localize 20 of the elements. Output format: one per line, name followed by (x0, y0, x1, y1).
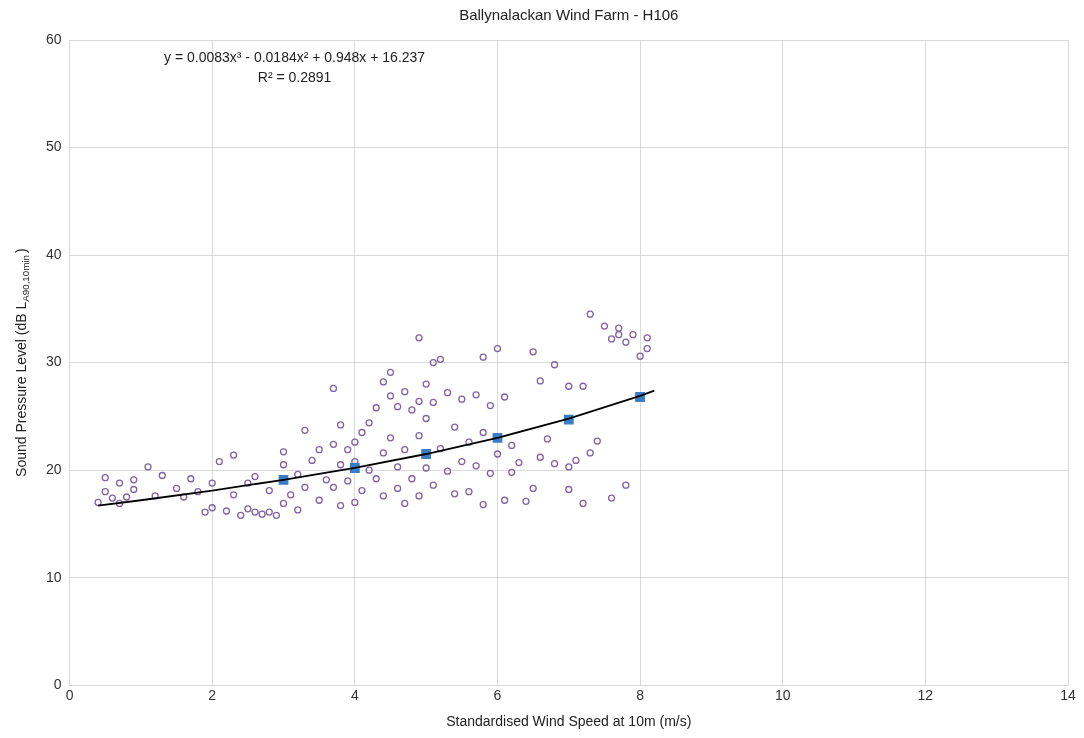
x-tick-label: 10 (774, 687, 791, 704)
x-tick-label: 12 (917, 687, 934, 704)
x-tick-label: 2 (208, 687, 217, 704)
x-tick-label: 6 (493, 687, 502, 704)
annotation: y = 0.0083x³ - 0.0184x² + 0.948x + 16.237 (164, 48, 426, 65)
x-tick-label: 4 (350, 687, 359, 704)
y-tick-label: 20 (45, 460, 62, 477)
x-tick-label: 8 (636, 687, 645, 704)
y-tick-label: 40 (45, 245, 62, 262)
x-tick-label: 14 (1060, 687, 1076, 704)
y-tick-label: 30 (45, 353, 62, 370)
annotation: R² = 0.2891 (257, 68, 332, 85)
y-tick-label: 0 (53, 676, 62, 693)
y-axis-title: Sound Pressure Level (dB LA90,10min) (12, 248, 31, 477)
chart-title: Ballynalackan Wind Farm - H106 (459, 6, 679, 24)
y-tick-label: 50 (45, 138, 62, 155)
y-tick-label: 10 (45, 568, 62, 585)
y-tick-label: 60 (45, 30, 62, 47)
x-axis-title: Standardised Wind Speed at 10m (m/s) (446, 712, 692, 729)
x-tick-label: 0 (65, 687, 74, 704)
